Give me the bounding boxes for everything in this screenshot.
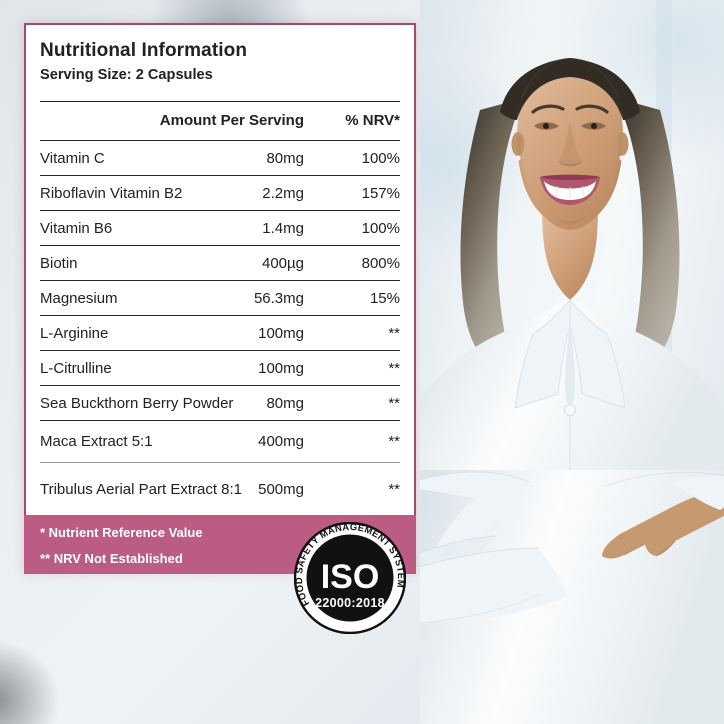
svg-text:ISO: ISO <box>321 558 380 596</box>
svg-text:22000:2018: 22000:2018 <box>315 596 385 610</box>
